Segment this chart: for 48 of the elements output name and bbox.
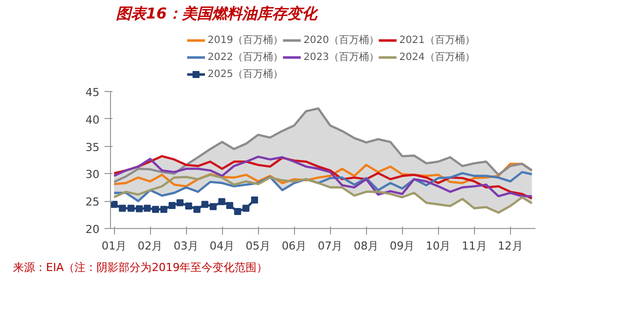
point: [218, 198, 226, 206]
line-series: [113, 174, 533, 214]
point: [160, 206, 168, 213]
x-tick-label: 01月: [102, 240, 127, 252]
line-series: [113, 170, 533, 202]
legend-label: 2019（百万桶）: [208, 34, 284, 46]
point: [201, 200, 208, 208]
legend-label: 2022（百万桶）: [208, 51, 284, 63]
point: [136, 205, 143, 212]
x-tick-label: 05月: [246, 240, 271, 252]
point: [128, 204, 135, 212]
point: [144, 204, 151, 212]
legend-label: 2024（百万桶）: [399, 51, 475, 63]
legend-label: 2023（百万桶）: [303, 51, 379, 63]
x-tick-label: 11月: [462, 240, 487, 252]
y-tick-label: 20: [86, 223, 100, 236]
point: [152, 206, 160, 213]
x-tick-label: 03月: [174, 240, 199, 252]
y-tick-label: 30: [86, 168, 100, 182]
point: [210, 203, 217, 210]
point: [110, 200, 118, 208]
point: [251, 196, 258, 204]
y-tick-label: 35: [86, 140, 100, 154]
legend-label: 2025（百万桶）: [208, 68, 284, 80]
point: [176, 199, 184, 206]
x-tick-label: 02月: [138, 240, 163, 252]
y-tick-label: 40: [86, 113, 100, 126]
source-note: 来源：EIA（注：阴影部分为2019年至今变化范围）: [13, 260, 268, 276]
legend-label: 2020（百万桶）: [303, 34, 379, 46]
point: [193, 206, 200, 213]
point: [168, 202, 176, 209]
point: [242, 204, 250, 212]
chart-title: 图表16：美国燃料油库存变化: [116, 4, 319, 22]
x-tick-label: 06月: [282, 240, 307, 252]
point: [185, 202, 192, 210]
x-tick-label: 07月: [318, 240, 343, 252]
point: [234, 208, 242, 216]
x-tick-label: 10月: [426, 240, 451, 252]
x-tick-label: 12月: [498, 240, 523, 252]
point: [226, 202, 234, 209]
x-tick-label: 09月: [390, 240, 415, 252]
y-tick-label: 45: [86, 86, 100, 99]
x-tick-label: 04月: [210, 240, 235, 252]
x-tick-label: 08月: [354, 240, 379, 252]
line-series: [113, 107, 533, 184]
y-tick-label: 25: [86, 196, 100, 209]
point: [118, 204, 126, 212]
legend-label: 2021（百万桶）: [399, 34, 475, 46]
